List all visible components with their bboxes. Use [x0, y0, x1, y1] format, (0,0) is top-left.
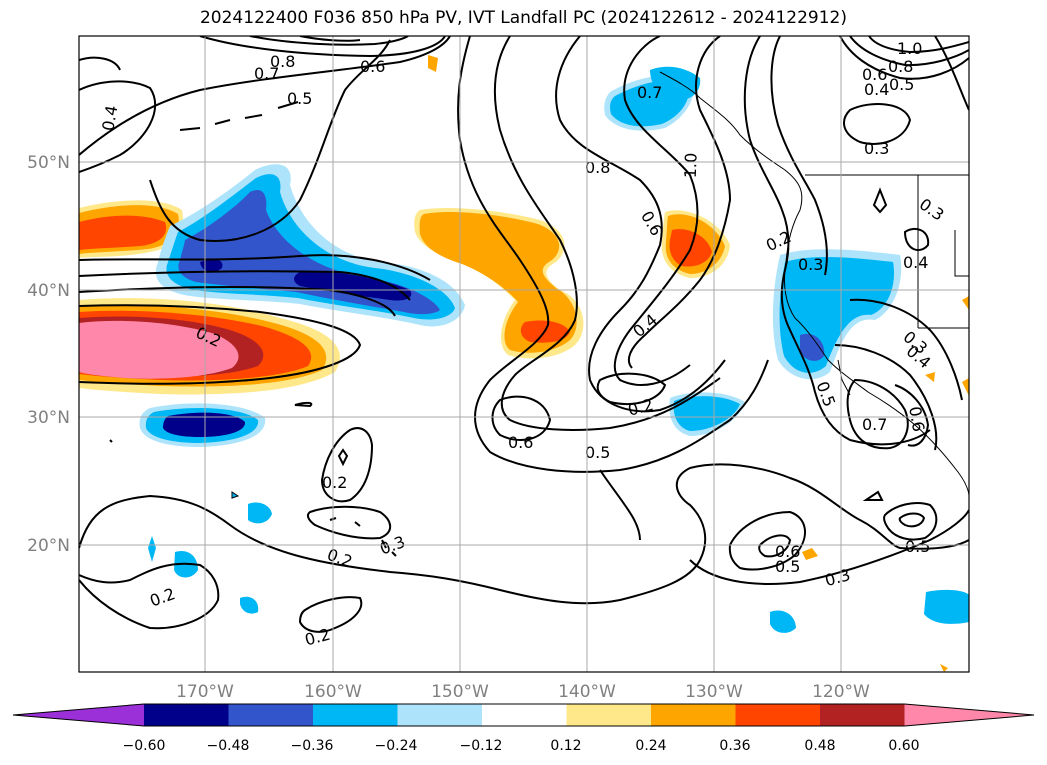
contour-labels: 0.8 0.7 0.6 0.5 0.4 1.0 0.8 0.6 0.5 0.4 …	[98, 39, 947, 650]
pv-fill-layer	[79, 55, 969, 672]
contour-label: 1.0	[897, 39, 922, 58]
pv-contour-layer	[79, 36, 969, 633]
map-frame	[78, 35, 970, 673]
colorbar-segment	[566, 704, 651, 726]
contour-label: 0.2	[322, 473, 347, 492]
contour-label: 0.6	[508, 433, 533, 452]
contour-label: 0.7	[862, 415, 887, 434]
contour-label: 1.0	[681, 152, 701, 178]
contour-label: 0.8	[585, 158, 610, 177]
contour-label: 0.6	[905, 405, 928, 433]
contour-label: 0.8	[270, 52, 295, 71]
colorbar	[12, 703, 1035, 727]
lat-tick-label: 30°N	[27, 408, 70, 428]
contour-label: 0.5	[585, 443, 610, 462]
colorbar-tick-label: −0.24	[375, 738, 418, 754]
contour-label: 0.4	[903, 253, 928, 272]
colorbar-segment	[651, 704, 736, 726]
contour-label: 0.7	[637, 83, 662, 102]
colorbar-segment	[313, 704, 398, 726]
map-title: 2024122400 F036 850 hPa PV, IVT Landfall…	[199, 8, 847, 28]
colorbar-tick-label: 0.48	[804, 738, 835, 754]
contour-label: 0.4	[98, 104, 121, 132]
gridlines	[79, 36, 969, 672]
colorbar-tick-label: −0.48	[207, 738, 250, 754]
lon-tick-label: 150°W	[431, 682, 489, 702]
colorbar-tick-label: −0.36	[291, 738, 334, 754]
lon-tick-label: 120°W	[812, 682, 870, 702]
contour-label: 0.3	[864, 139, 889, 158]
contour-label: 0.6	[775, 542, 800, 561]
colorbar-segment	[820, 704, 905, 726]
lon-tick-label: 170°W	[176, 682, 234, 702]
contour-label: 0.5	[775, 557, 800, 576]
colorbar-tick-label: 0.60	[888, 738, 919, 754]
colorbar-outline	[12, 703, 1035, 727]
contour-label: 0.5	[287, 89, 312, 108]
lat-tick-label: 40°N	[27, 281, 70, 301]
contour-label: 0.4	[864, 80, 889, 99]
colorbar-segment	[144, 704, 229, 726]
lon-tick-label: 140°W	[558, 682, 616, 702]
colorbar-tick-label: −0.12	[460, 738, 503, 754]
lat-tick-label: 50°N	[27, 153, 70, 173]
lon-tick-label: 160°W	[304, 682, 362, 702]
lon-tick-label: 130°W	[685, 682, 743, 702]
colorbar-segment	[482, 704, 567, 726]
contour-label: 0.7	[254, 64, 279, 83]
lat-tick-label: 20°N	[27, 536, 70, 556]
colorbar-labels: −0.60 −0.48 −0.36 −0.24 −0.12 0.12 0.24 …	[123, 738, 920, 754]
map-layers: 0.8 0.7 0.6 0.5 0.4 1.0 0.8 0.6 0.5 0.4 …	[79, 36, 969, 672]
colorbar-segment	[397, 704, 482, 726]
colorbar-extend-max	[904, 704, 1034, 726]
contour-label: 0.6	[862, 65, 887, 84]
contour-label: 0.5	[889, 75, 914, 94]
colorbar-segment	[735, 704, 820, 726]
colorbar-tick-label: 0.36	[719, 738, 750, 754]
colorbar-tick-label: 0.12	[550, 738, 581, 754]
longitude-labels: 170°W 160°W 150°W 140°W 130°W 120°W	[176, 682, 870, 702]
contour-label: 0.6	[360, 57, 385, 76]
latitude-labels: 50°N 40°N 30°N 20°N	[27, 153, 70, 556]
contour-label: 0.8	[888, 57, 913, 76]
colorbar-segment	[228, 704, 313, 726]
colorbar-tick-label: −0.60	[123, 738, 166, 754]
contour-label: 0.5	[905, 537, 930, 556]
contour-label: 0.3	[798, 255, 823, 274]
colorbar-extend-min	[13, 704, 144, 726]
colorbar-tick-label: 0.24	[635, 738, 666, 754]
